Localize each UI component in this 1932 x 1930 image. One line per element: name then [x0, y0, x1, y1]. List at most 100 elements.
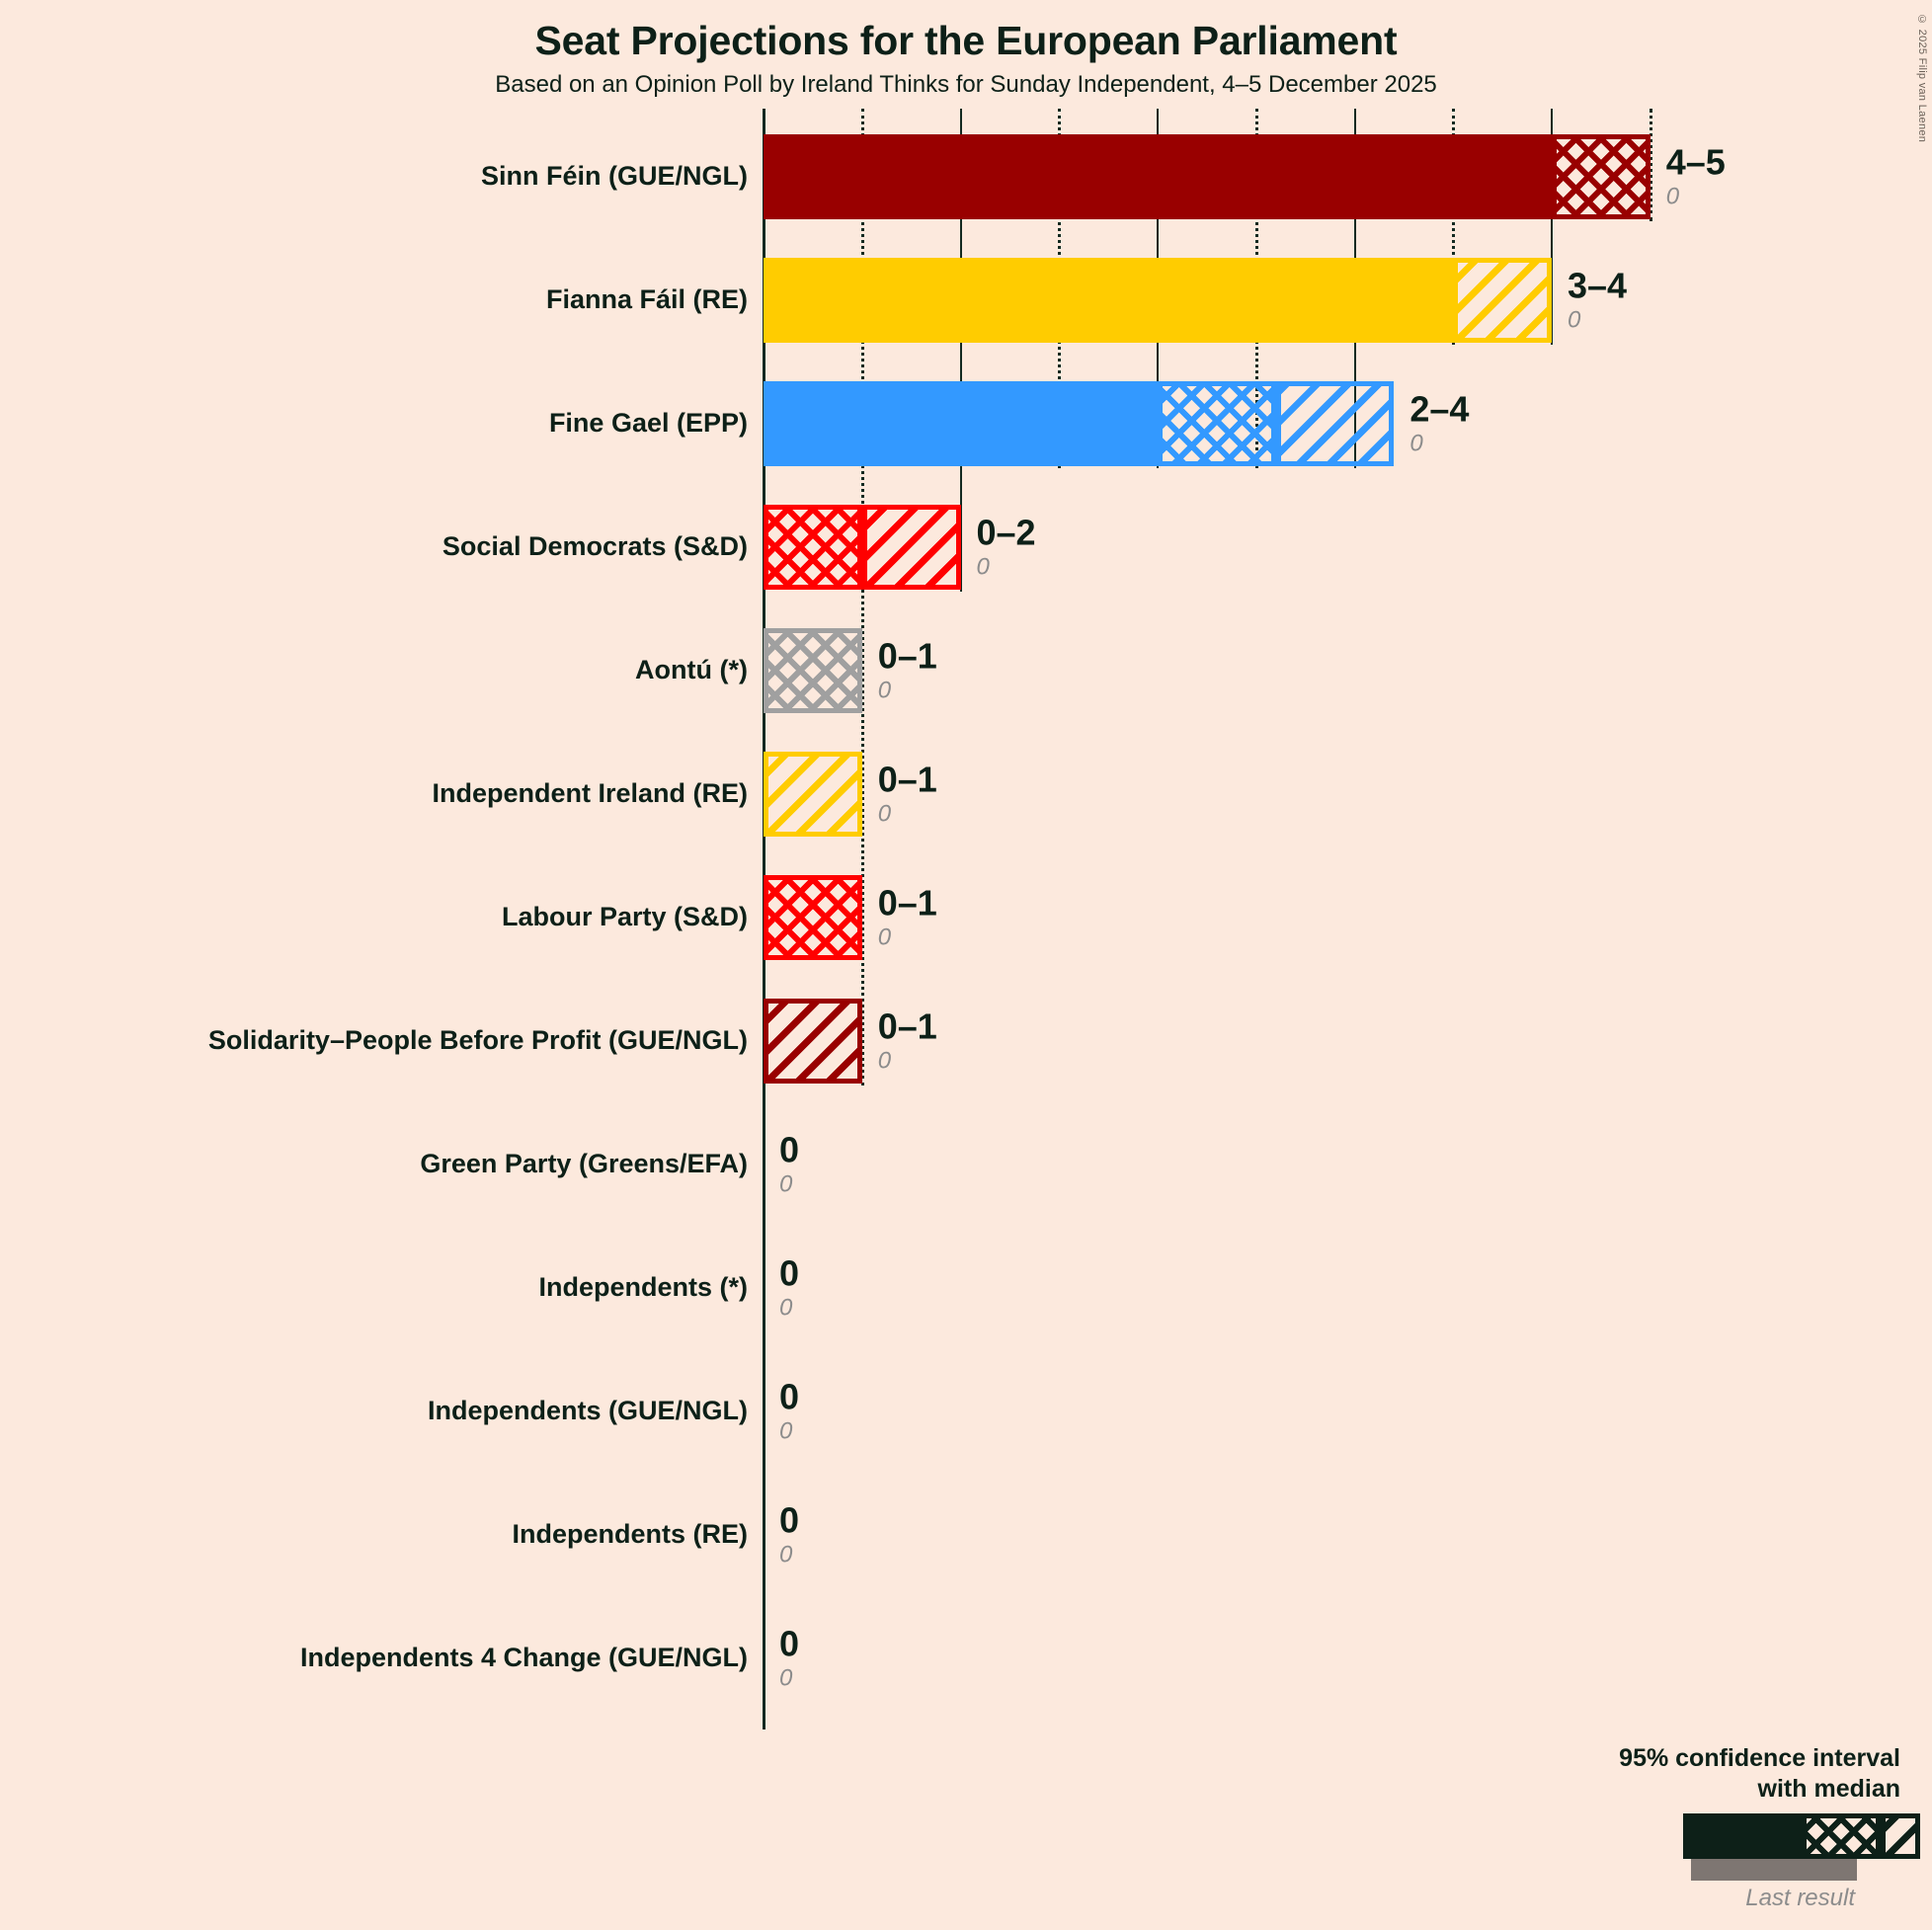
value-label-group: 0–1 0	[878, 762, 937, 826]
last-result-value: 0	[779, 1294, 793, 1321]
party-label: Labour Party (S&D)	[501, 901, 748, 931]
party-label: Social Democrats (S&D)	[442, 530, 748, 561]
last-result-value: 0	[779, 1541, 793, 1568]
bar-segment-crosshatch	[764, 874, 862, 960]
legend-segment-solid	[1683, 1813, 1802, 1859]
legend-line-2: with median	[1757, 1774, 1900, 1803]
party-label: Independent Ireland (RE)	[432, 777, 748, 808]
last-result-value: 0	[779, 1170, 793, 1197]
value-label-group: 0–1 0	[878, 638, 937, 702]
bar-segment-diagonal	[764, 998, 862, 1084]
bar-segment-diagonal	[861, 504, 961, 590]
seat-projection-bar	[764, 627, 862, 713]
party-label: Solidarity–People Before Profit (GUE/NGL…	[207, 1024, 748, 1055]
party-label: Independents (*)	[538, 1271, 748, 1302]
value-label-group: 3–4 0	[1568, 268, 1627, 332]
seat-range-value: 0	[779, 1499, 800, 1540]
bar-segment-crosshatch	[764, 627, 862, 713]
last-result-value: 0	[976, 553, 990, 580]
last-result-value: 0	[1568, 306, 1581, 333]
legend-line-1: 95% confidence interval	[1619, 1744, 1900, 1772]
bar-segment-median	[764, 380, 1158, 466]
seat-projection-bar	[764, 504, 961, 590]
chart-row: Green Party (Greens/EFA) 0 0	[0, 1102, 1932, 1226]
party-label: Sinn Féin (GUE/NGL)	[481, 160, 748, 191]
party-label: Aontú (*)	[635, 654, 748, 684]
legend-segment-diagonal	[1881, 1813, 1920, 1859]
chart-row: Labour Party (S&D) 0–1 0	[0, 855, 1932, 979]
seat-range-value: 0–1	[877, 635, 937, 676]
bar-segment-crosshatch	[1552, 133, 1650, 219]
party-label: Independents (RE)	[512, 1518, 748, 1549]
chart-row: Independents (*) 0 0	[0, 1226, 1932, 1349]
seat-projection-bar	[764, 257, 1552, 343]
seat-range-value: 0	[779, 1623, 800, 1663]
chart-row: Sinn Féin (GUE/NGL) 4–5 0	[0, 115, 1932, 238]
bar-segment-crosshatch	[1158, 380, 1276, 466]
last-result-value: 0	[877, 1047, 892, 1074]
plot-area: Sinn Féin (GUE/NGL) 4–5 0 Fianna Fáil (RE) 3…	[0, 109, 1932, 1921]
seat-range-value: 0	[779, 1376, 800, 1416]
seat-range-value: 0–1	[877, 882, 937, 923]
seat-projection-bar	[764, 751, 862, 837]
chart-row: Social Democrats (S&D) 0–2 0	[0, 485, 1932, 608]
value-label-group: 2–4 0	[1409, 391, 1469, 455]
chart-row: Independents 4 Change (GUE/NGL) 0 0	[0, 1596, 1932, 1720]
value-label-group: 0–1 0	[878, 1008, 937, 1073]
party-label: Independents (GUE/NGL)	[428, 1395, 748, 1425]
chart-row: Independent Ireland (RE) 0–1 0	[0, 732, 1932, 855]
legend-last-result-label: Last result	[1745, 1885, 1855, 1911]
last-result-value: 0	[877, 800, 892, 827]
party-label: Fianna Fáil (RE)	[545, 283, 748, 314]
last-result-value: 0	[779, 1664, 793, 1691]
gridline-minor-4_5	[1649, 109, 1652, 221]
legend-last-result-swatch	[1691, 1859, 1857, 1881]
bar-segment-diagonal	[1275, 380, 1395, 466]
chart-row: Fianna Fáil (RE) 3–4 0	[0, 238, 1932, 362]
bar-segment-crosshatch	[764, 504, 862, 590]
party-label: Independents 4 Change (GUE/NGL)	[299, 1642, 748, 1672]
chart-row: Fine Gael (EPP) 2–4 0	[0, 362, 1932, 485]
seat-range-value: 0–1	[877, 759, 937, 799]
last-result-value: 0	[877, 677, 892, 703]
seat-range-value: 0–1	[877, 1005, 937, 1046]
legend-swatch	[1683, 1813, 1920, 1859]
chart-row: Independents (RE) 0 0	[0, 1473, 1932, 1596]
legend-segment-crosshatch	[1802, 1813, 1881, 1859]
chart-legend: 95% confidence interval with median Last…	[1565, 1743, 1920, 1912]
chart-row: Independents (GUE/NGL) 0 0	[0, 1349, 1932, 1473]
bar-segment-diagonal	[1453, 257, 1552, 343]
chart-subtitle: Based on an Opinion Poll by Ireland Thin…	[495, 71, 1437, 98]
last-result-value: 0	[1409, 430, 1423, 456]
last-result-value: 0	[1665, 183, 1680, 209]
party-label: Fine Gael (EPP)	[548, 407, 748, 438]
gridline-major-4	[1551, 109, 1553, 345]
seat-projection-bar	[764, 133, 1650, 219]
seat-projection-bar	[764, 998, 862, 1084]
seat-range-value: 2–4	[1409, 388, 1470, 429]
copyright-notice: © 2025 Filip van Laenen	[1916, 14, 1928, 143]
page-title: Seat Projections for the European Parlia…	[534, 18, 1398, 63]
seat-range-value: 3–4	[1568, 265, 1628, 305]
chart-row: Solidarity–People Before Profit (GUE/NGL…	[0, 979, 1932, 1102]
chart-row: Aontú (*) 0–1 0	[0, 608, 1932, 732]
seat-range-value: 0–2	[976, 512, 1036, 552]
bar-segment-median	[764, 133, 1552, 219]
value-label-group: 4–5 0	[1666, 144, 1726, 208]
party-label: Green Party (Greens/EFA)	[420, 1148, 748, 1178]
gridline-minor-0_5	[860, 109, 864, 1086]
seat-range-value: 0	[779, 1129, 800, 1169]
gridline-major-1	[959, 109, 962, 592]
bar-segment-median	[764, 257, 1454, 343]
seat-range-value: 0	[779, 1252, 800, 1293]
seat-range-value: 4–5	[1665, 141, 1726, 182]
gridline-minor-3_5	[1452, 109, 1456, 345]
value-label-group: 0–1 0	[878, 885, 937, 949]
seat-projection-bar	[764, 380, 1395, 466]
